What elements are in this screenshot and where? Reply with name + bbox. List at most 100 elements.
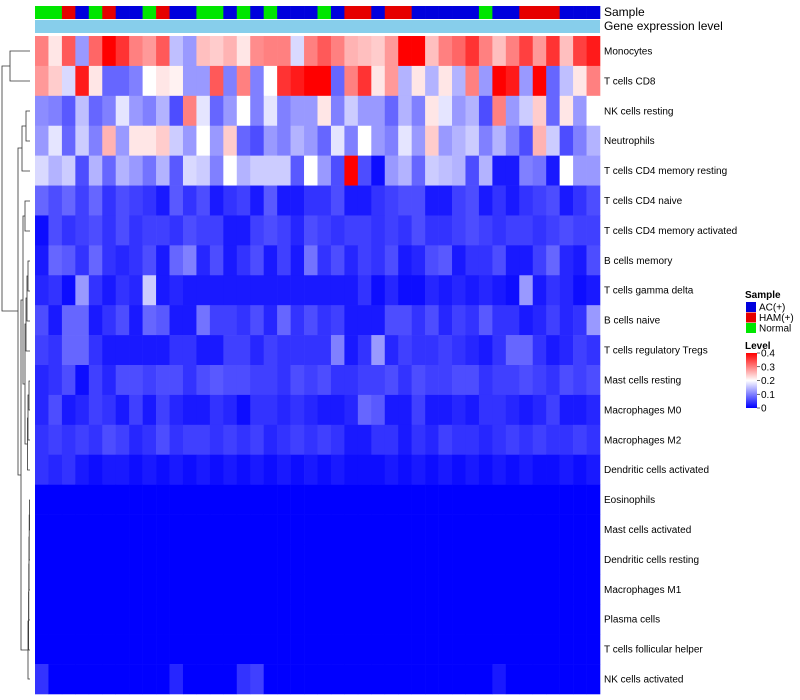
heatmap-cell [478,275,493,306]
sample-track-label: Sample [604,5,645,19]
sample-annotation-cell [492,6,507,19]
heatmap-cell [532,544,547,575]
heatmap-cell [142,664,157,695]
heatmap-cell [559,424,574,456]
heatmap-cell [196,185,211,216]
heatmap-cell [290,424,305,456]
heatmap-cell [411,394,426,426]
heatmap-cell [61,245,76,276]
heatmap-cell [196,664,211,695]
heatmap-cell [384,95,399,127]
row-label: Macrophages M2 [604,435,682,446]
heatmap-cell [169,424,184,456]
heatmap-cell [357,275,372,306]
heatmap-cell [465,125,480,156]
heatmap-cell [102,36,117,67]
heatmap-cell [88,65,103,97]
heatmap-cell [546,634,560,665]
heatmap-cell [169,125,184,156]
heatmap-cell [452,95,466,127]
heatmap-cell [156,335,170,366]
heatmap-cell [586,484,601,515]
heatmap-cell [371,634,386,665]
heatmap-cell [559,305,574,336]
heatmap-cell [223,424,238,456]
heatmap-cell [35,155,49,186]
heatmap-cell [209,604,224,635]
heatmap-cell [452,634,466,665]
heatmap-cell [452,454,466,485]
heatmap-cell [425,275,439,306]
heatmap-cell [452,335,466,366]
heatmap-cell [75,484,90,515]
heatmap-cell [411,544,426,575]
heatmap-cell [304,424,318,456]
sample-annotation-cell [290,6,305,19]
heatmap-cell [196,574,211,605]
heatmap-cell [452,36,466,67]
heatmap-cell [35,574,49,605]
heatmap-cell [236,335,251,366]
heatmap-cell [102,664,117,695]
heatmap-cell [411,215,426,246]
heatmap-cell [223,275,238,306]
heatmap-cell [236,454,251,485]
heatmap-cell [371,275,386,306]
heatmap-cell [330,36,345,67]
heatmap-cell [196,245,211,276]
heatmap-cell [236,275,251,306]
heatmap-cell [277,155,291,186]
heatmap-cell [532,574,547,605]
heatmap-cell [398,365,412,396]
heatmap-cell [586,664,601,695]
heatmap-cell [142,125,157,156]
heatmap-cell [492,245,507,276]
heatmap-cell [115,125,130,156]
heatmap-cell [290,245,305,276]
heatmap-cell [182,574,197,605]
heatmap-cell [573,245,587,276]
heatmap-cell [129,424,143,456]
heatmap-cell [48,454,63,485]
heatmap-cell [317,664,332,695]
heatmap-cell [573,574,587,605]
heatmap-cell [532,634,547,665]
heatmap-cell [75,454,90,485]
heatmap-cell [330,305,345,336]
heatmap-cell [156,424,170,456]
heatmap-cell [519,664,534,695]
legend-swatch [746,323,756,333]
heatmap-cell [425,424,439,456]
heatmap-cell [209,514,224,545]
heatmap-cell [371,125,386,156]
heatmap-cell [304,604,318,635]
heatmap-cell [129,544,143,575]
heatmap-cell [209,125,224,156]
heatmap-cell [35,424,49,456]
heatmap-cell [411,604,426,635]
heatmap-cell [398,215,412,246]
heatmap-cell [573,634,587,665]
heatmap-cell [452,245,466,276]
heatmap-cell [250,185,264,216]
heatmap-cell [263,275,278,306]
heatmap-cell [35,604,49,635]
heatmap-cell [519,245,534,276]
heatmap-cell [330,394,345,426]
heatmap-cell [546,424,560,456]
heatmap-cell [223,245,238,276]
heatmap-cell [142,544,157,575]
heatmap-cell [48,275,63,306]
heatmap-cell [277,65,291,97]
row-label: T cells gamma delta [604,286,694,297]
heatmap-cell [290,65,305,97]
heatmap-cell [519,155,534,186]
heatmap-cell [384,394,399,426]
heatmap-cell [344,574,359,605]
heatmap-cell [586,305,601,336]
heatmap-cell [398,335,412,366]
heatmap-cell [277,185,291,216]
sample-annotation-cell [277,6,291,19]
heatmap-cell [304,275,318,306]
heatmap-cell [357,514,372,545]
